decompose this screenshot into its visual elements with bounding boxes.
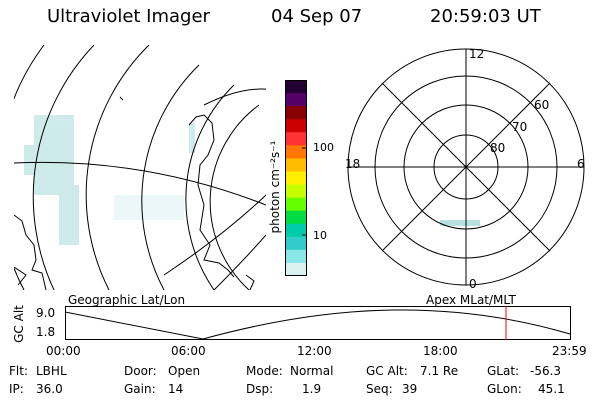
latitude-lines [14, 45, 260, 290]
mlt-label-0: 0 [469, 277, 477, 291]
mlat-label-70: 70 [512, 120, 528, 134]
glat-label: GLat: [487, 364, 520, 378]
colorbar-segment [285, 262, 307, 276]
colorbar-segment [285, 158, 307, 172]
colorbar-segment [285, 223, 307, 238]
ip-label: IP: [9, 382, 24, 396]
colorbar-segment [285, 145, 307, 159]
mlat-label-80: 80 [490, 141, 506, 155]
colorbar-segment [285, 132, 307, 146]
colorbar-segment [285, 184, 307, 199]
door-label: Door: [124, 364, 157, 378]
gc-alt-label: GC Alt: [366, 364, 408, 378]
date-label: 04 Sep 07 [271, 6, 363, 27]
geographic-map [14, 45, 266, 290]
altitude-axis-label: GC Alt [12, 305, 26, 343]
colorbar-frame [285, 80, 307, 276]
seq-value: 39 [402, 382, 418, 396]
time-label: 20:59:03 UT [430, 6, 541, 27]
mode-label: Mode: [246, 364, 283, 378]
polar-panel-label: Apex MLat/MLT [426, 293, 516, 307]
colorbar-segment [285, 249, 307, 264]
dsp-value: 1.9 [302, 382, 322, 396]
ip-value: 36.0 [36, 382, 63, 396]
glat-value: -56.3 [530, 364, 562, 378]
altitude-tick-low: 1.8 [36, 325, 56, 339]
strip-frame [65, 306, 571, 340]
instrument-title: Ultraviolet Imager [47, 6, 210, 27]
time-tick-1200: 12:00 [297, 344, 332, 358]
colorbar-segment [285, 210, 307, 225]
door-value: Open [168, 364, 201, 378]
longitude-lines [14, 88, 266, 290]
colorbar-segment [285, 197, 307, 212]
altitude-tick-high: 9.0 [36, 306, 56, 320]
time-tick-0600: 06:00 [171, 344, 206, 358]
coastline [14, 96, 255, 290]
colorbar-segment [285, 171, 307, 186]
uv-emission-speckle [24, 115, 195, 245]
colorbar-segment [285, 106, 307, 120]
dsp-label: Dsp: [246, 382, 274, 396]
colorbar-tick-100: 100 [313, 141, 334, 154]
mlat-label-60: 60 [534, 98, 550, 112]
mlt-diagonal-b [381, 82, 551, 252]
gc-alt-value: 7.1 Re [420, 364, 459, 378]
glon-value: 45.1 [538, 382, 565, 396]
altitude-strip-chart [65, 306, 571, 340]
colorbar-tick-10: 10 [313, 229, 327, 242]
colorbar [285, 80, 307, 276]
polar-plot [347, 48, 585, 286]
colorbar-segment [285, 119, 307, 133]
time-tick-2359: 23:59 [552, 344, 587, 358]
colorbar-segment [285, 236, 307, 251]
geographic-panel-label: Geographic Lat/Lon [68, 293, 186, 307]
glon-label: GLon: [487, 382, 522, 396]
uv-emission-band [440, 220, 480, 226]
mode-value: Normal [290, 364, 334, 378]
colorbar-segment [285, 93, 307, 107]
time-tick-1800: 18:00 [423, 344, 458, 358]
mlt-label-12: 12 [469, 47, 485, 61]
colorbar-unit-label: photon cm⁻²s⁻¹ [268, 140, 282, 234]
filter-value: LBHL [36, 364, 67, 378]
colorbar-segment [285, 80, 307, 94]
mlt-label-18: 18 [345, 157, 361, 171]
gain-label: Gain: [124, 382, 156, 396]
time-tick-0000: 00:00 [46, 344, 81, 358]
filter-label: Flt: [9, 364, 28, 378]
seq-label: Seq: [366, 382, 393, 396]
mlt-label-6: 6 [577, 157, 585, 171]
gain-value: 14 [168, 382, 184, 396]
altitude-curve [65, 309, 571, 340]
